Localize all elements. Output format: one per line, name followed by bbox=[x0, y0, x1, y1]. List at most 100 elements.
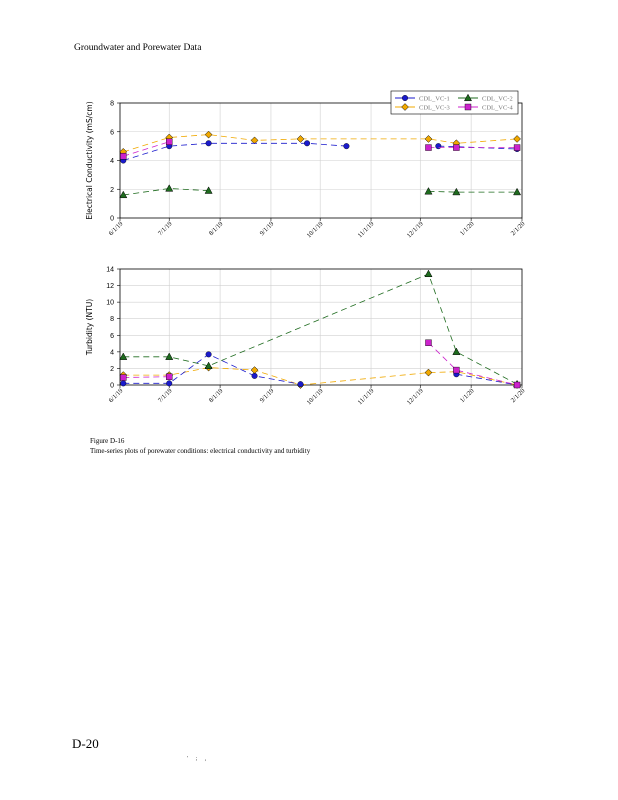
data-point bbox=[424, 368, 433, 377]
data-point bbox=[297, 381, 304, 388]
plot-frame bbox=[119, 268, 523, 386]
data-point bbox=[453, 144, 460, 151]
data-point bbox=[166, 380, 173, 387]
footer-marks: ' ; , bbox=[187, 756, 210, 762]
series-line bbox=[438, 145, 518, 150]
data-point bbox=[120, 374, 127, 381]
y-tick-label: 4 bbox=[110, 158, 114, 165]
x-tick-label: 11/1/19 bbox=[357, 220, 376, 239]
y-tick-label: 0 bbox=[110, 216, 114, 223]
x-tick-label: 10/1/19 bbox=[306, 220, 325, 239]
y-axis-label: Electrical Conductivity (mS/cm) bbox=[85, 101, 94, 219]
y-tick-label: 8 bbox=[110, 101, 114, 108]
data-point bbox=[119, 352, 128, 360]
data-point bbox=[424, 269, 433, 278]
x-tick-label: 1/1/20 bbox=[459, 387, 476, 404]
series-line bbox=[456, 373, 518, 386]
data-point bbox=[304, 140, 311, 147]
series-line bbox=[123, 188, 209, 196]
figure-number: Figure D-16 bbox=[90, 437, 125, 445]
data-point bbox=[343, 143, 350, 150]
series-line bbox=[428, 191, 518, 193]
y-axis-label: Turbidity (NTU) bbox=[85, 299, 94, 356]
data-point bbox=[165, 352, 174, 360]
page-number: D-20 bbox=[72, 736, 99, 751]
x-tick-label: 12/1/19 bbox=[406, 220, 425, 239]
data-point bbox=[513, 144, 521, 151]
series-line bbox=[123, 367, 518, 386]
y-tick-label: 2 bbox=[110, 366, 114, 373]
data-point bbox=[250, 136, 259, 145]
x-tick-label: 6/1/19 bbox=[108, 220, 125, 237]
data-point bbox=[204, 361, 213, 369]
data-point bbox=[165, 184, 174, 192]
y-tick-label: 10 bbox=[106, 300, 114, 307]
data-point bbox=[166, 138, 173, 146]
data-point bbox=[120, 380, 127, 387]
x-tick-label: 9/1/19 bbox=[259, 220, 276, 237]
y-tick-label: 12 bbox=[106, 283, 114, 290]
x-tick-label: 12/1/19 bbox=[406, 387, 425, 406]
data-point bbox=[513, 381, 521, 389]
y-tick-label: 2 bbox=[110, 187, 114, 194]
chart-legend: CDL_VC-1 CDL_VC-2 CDL_VC-3 CDL_VC-4 bbox=[390, 90, 519, 115]
legend-label: CDL_VC-1 bbox=[419, 96, 450, 103]
series-line bbox=[123, 353, 301, 385]
data-point bbox=[425, 144, 432, 151]
x-tick-label: 1/1/20 bbox=[459, 220, 476, 237]
y-tick-label: 0 bbox=[110, 383, 114, 390]
y-tick-label: 4 bbox=[110, 349, 114, 356]
data-point bbox=[513, 187, 522, 196]
legend-box bbox=[390, 90, 519, 115]
y-tick-label: 14 bbox=[106, 267, 114, 274]
x-tick-label: 10/1/19 bbox=[306, 387, 325, 406]
data-point bbox=[452, 187, 461, 196]
legend-swatch-marker bbox=[464, 103, 472, 111]
page-header: Groundwater and Porewater Data bbox=[74, 43, 202, 53]
x-tick-label: 6/1/19 bbox=[108, 387, 125, 404]
series-cdl-vc-4 bbox=[120, 339, 521, 389]
y-tick-label: 6 bbox=[110, 129, 114, 136]
x-tick-label: 7/1/19 bbox=[157, 387, 174, 404]
data-point bbox=[204, 186, 213, 194]
data-point bbox=[296, 135, 305, 143]
x-tick-label: 2/1/20 bbox=[510, 220, 527, 237]
series-line bbox=[123, 134, 518, 153]
x-tick-label: 9/1/19 bbox=[259, 387, 276, 404]
legend-label: CDL_VC-3 bbox=[419, 105, 450, 112]
x-tick-label: 8/1/19 bbox=[208, 220, 225, 237]
series-cdl-vc-2 bbox=[119, 184, 522, 199]
legend-swatch-marker bbox=[401, 103, 409, 111]
data-point bbox=[119, 190, 128, 199]
data-point bbox=[250, 366, 259, 374]
chart-2: 0 2 4 6 8 10 12 14 6/1/19 7/1/19 8/1/19 9/1/19 10/1/… bbox=[85, 267, 526, 407]
series-cdl-vc-1 bbox=[120, 351, 521, 389]
series-line bbox=[123, 141, 170, 157]
legend-label: CDL_VC-4 bbox=[482, 105, 513, 112]
data-point bbox=[435, 143, 442, 150]
legend-label: CDL_VC-2 bbox=[482, 96, 513, 103]
x-tick-label: 11/1/19 bbox=[357, 387, 376, 406]
series-line bbox=[123, 273, 518, 385]
series-line bbox=[123, 376, 170, 378]
legend-swatch-marker bbox=[402, 94, 409, 101]
x-tick-label: 7/1/19 bbox=[157, 220, 174, 237]
y-tick-label: 6 bbox=[110, 333, 114, 340]
legend-item: CDL_VC-4 bbox=[458, 103, 513, 112]
data-point bbox=[120, 152, 127, 160]
x-tick-label: 8/1/19 bbox=[208, 387, 225, 404]
data-point bbox=[425, 339, 432, 346]
x-tick-label: 2/1/20 bbox=[510, 387, 527, 404]
figure-caption: Figure D-16 Time-series plots of porewat… bbox=[90, 436, 310, 456]
data-point bbox=[205, 140, 212, 147]
data-point bbox=[424, 135, 433, 143]
data-point bbox=[204, 130, 213, 139]
series-line bbox=[428, 342, 518, 386]
y-tick-label: 8 bbox=[110, 316, 114, 323]
data-point bbox=[205, 351, 212, 358]
chart-1: 0 2 4 6 8 6/1/19 7/1/19 8/1/19 9/1/19 10/1/19 11/1… bbox=[85, 90, 527, 239]
series-line bbox=[123, 142, 347, 161]
data-point bbox=[513, 135, 521, 143]
series-cdl-vc-3 bbox=[119, 130, 521, 156]
